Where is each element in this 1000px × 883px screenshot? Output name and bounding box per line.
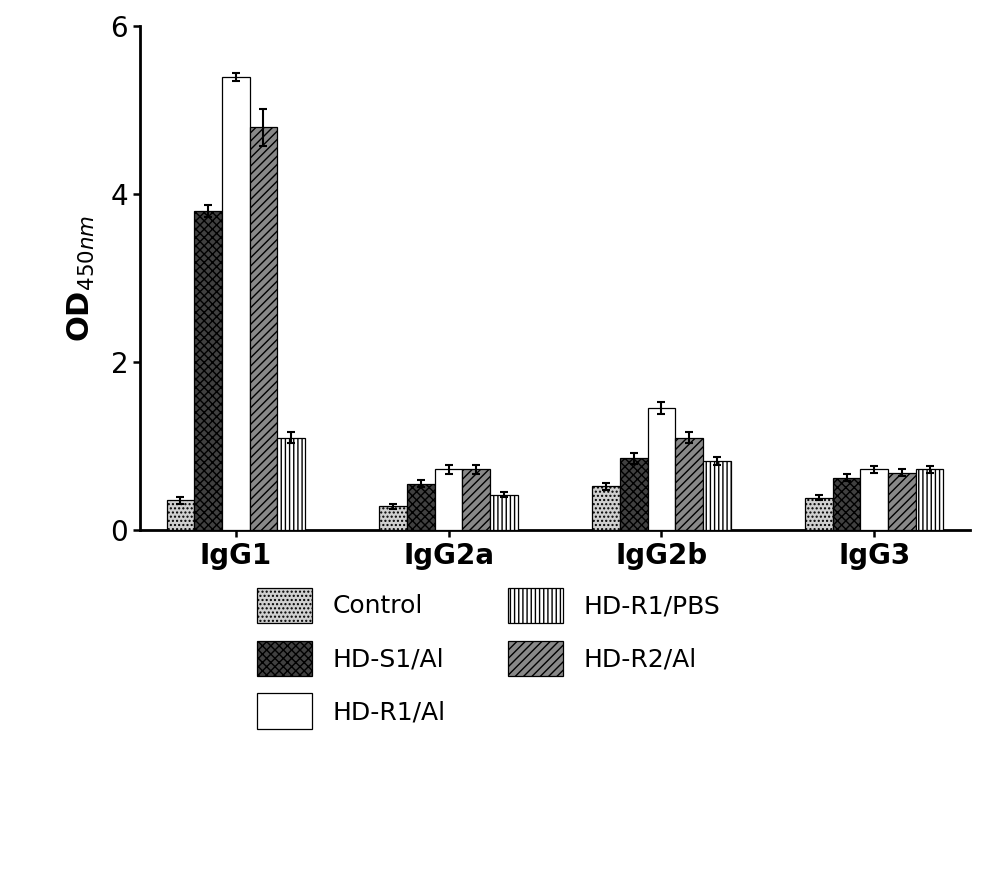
Bar <box>379 506 407 530</box>
Bar <box>916 470 943 530</box>
Bar <box>620 458 648 530</box>
Bar <box>194 211 222 530</box>
Bar <box>167 501 194 530</box>
Bar <box>277 437 305 530</box>
Y-axis label: OD$_{450nm}$: OD$_{450nm}$ <box>65 215 97 342</box>
Bar <box>490 494 518 530</box>
Bar <box>703 461 731 530</box>
Bar <box>833 478 860 530</box>
Bar <box>250 127 277 530</box>
Bar <box>675 437 703 530</box>
Bar <box>648 408 675 530</box>
Bar <box>592 487 620 530</box>
Bar <box>860 470 888 530</box>
Bar <box>888 472 916 530</box>
Bar <box>435 470 462 530</box>
Bar <box>805 498 833 530</box>
Bar <box>222 77 250 530</box>
Bar <box>407 484 435 530</box>
Legend: Control, HD-S1/Al, HD-R1/Al, HD-R1/PBS, HD-R2/Al: Control, HD-S1/Al, HD-R1/Al, HD-R1/PBS, … <box>247 577 730 739</box>
Bar <box>462 470 490 530</box>
